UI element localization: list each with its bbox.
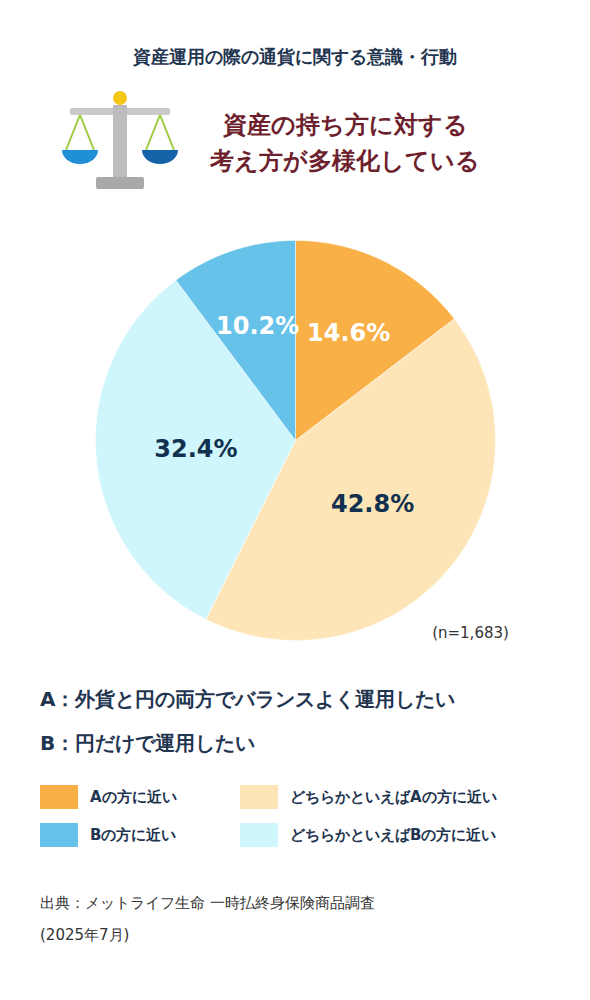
- svg-text:(n=1,683): (n=1,683): [432, 624, 509, 642]
- svg-text:14.6%: 14.6%: [307, 319, 390, 347]
- svg-text:32.4%: 32.4%: [154, 435, 237, 463]
- html-text:出典：メットライフ生命 一時払終身保険商品調査 (2025年: 出典：メットライフ生命 一時払終身保険商品調査 (2025年7月): [40, 894, 375, 944]
- html-text:どちらかといえばBの方に近い: どちらかといえばBの方に近い: [290, 825, 497, 844]
- html-text:Bの方に近い: Bの方に近い: [90, 825, 177, 844]
- svg-text:42.8%: 42.8%: [331, 490, 414, 518]
- html-text:資産の持ち方に対する 考え方が多様化している: 資産の持ち方に対する 考え方が多様化している: [210, 111, 480, 175]
- html-text:A：外貨と円の両方でバランスよく運用したい: A：外貨と円の両方でバランスよく運用したい: [40, 687, 456, 711]
- html-text:Aの方に近い: Aの方に近い: [90, 787, 177, 806]
- html-text:どちらかといえばAの方に近い: どちらかといえばAの方に近い: [290, 787, 497, 806]
- html-text:B：円だけで運用したい: B：円だけで運用したい: [40, 731, 256, 755]
- html-text:資産運用の際の通貨に関する意識・行動: 資産運用の際の通貨に関する意識・行動: [133, 46, 457, 67]
- svg-text:10.2%: 10.2%: [216, 312, 299, 340]
